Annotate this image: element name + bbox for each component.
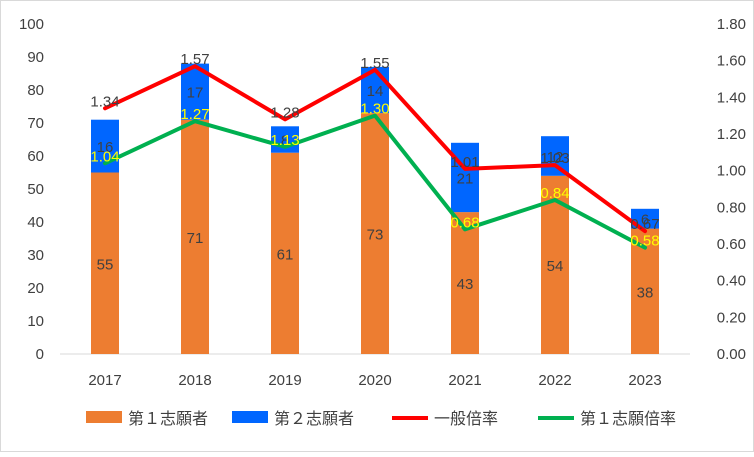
x-axis-tick-label: 2019 — [268, 372, 301, 389]
x-axis-tick-label: 2022 — [538, 372, 571, 389]
first-choice-ratio-label: 1.30 — [360, 101, 389, 118]
left-axis-tick-label: 90 — [27, 49, 44, 66]
first-choice-ratio-label: 1.04 — [90, 148, 119, 165]
bar-first-choice — [451, 212, 479, 354]
left-axis-tick-label: 10 — [27, 313, 44, 330]
right-axis-tick-label: 0.00 — [717, 346, 746, 363]
left-axis-tick-label: 50 — [27, 181, 44, 198]
right-axis-tick-label: 1.00 — [717, 163, 746, 180]
bar-first-choice — [361, 113, 389, 354]
left-axis-tick-label: 80 — [27, 82, 44, 99]
bar-first-choice-label: 54 — [547, 258, 564, 275]
general-ratio-label: 1.28 — [270, 104, 299, 121]
left-axis-tick-label: 40 — [27, 214, 44, 231]
bar-second-choice-label: 17 — [187, 85, 204, 102]
line-general-ratio — [103, 64, 647, 234]
right-axis-tick-label: 1.80 — [717, 16, 746, 33]
legend-second-choice-swatch — [232, 411, 268, 423]
bar-first-choice — [91, 172, 119, 354]
bar-first-choice-label: 73 — [367, 227, 384, 244]
legend-first-choice-swatch — [86, 411, 122, 423]
right-axis-tick-label: 1.20 — [717, 126, 746, 143]
legend-second-choice-label: 第２志願者 — [274, 410, 354, 428]
first-choice-ratio-label: 1.27 — [180, 106, 209, 123]
x-axis-tick-label: 2020 — [358, 372, 391, 389]
legend-general-ratio-label: 一般倍率 — [434, 410, 498, 428]
bar-first-choice — [271, 152, 299, 354]
general-ratio-label: 1.34 — [90, 93, 119, 110]
bar-first-choice-label: 43 — [457, 276, 474, 293]
x-axis-tick-label: 2018 — [178, 372, 211, 389]
x-axis-tick-label: 2023 — [628, 372, 661, 389]
right-axis-tick-label: 1.40 — [717, 89, 746, 106]
legend-first-choice-ratio-label: 第１志願倍率 — [580, 410, 676, 428]
first-choice-ratio-label: 0.58 — [630, 233, 659, 250]
bar-second-choice — [451, 142, 479, 213]
first-choice-ratio-label: 0.84 — [540, 185, 569, 202]
bar-first-choice-label: 71 — [187, 230, 204, 247]
bar-second-choice-label: 16 — [97, 139, 114, 156]
line-first-choice-ratio — [103, 113, 647, 250]
left-axis-tick-label: 20 — [27, 280, 44, 297]
general-ratio-label: 0.67 — [630, 216, 659, 233]
general-ratio-label: 1.03 — [540, 150, 569, 167]
bar-second-choice-label: 14 — [367, 83, 384, 100]
first-choice-ratio-label: 0.68 — [450, 214, 479, 231]
general-ratio-label: 1.57 — [180, 51, 209, 68]
general-ratio-label: 1.55 — [360, 55, 389, 72]
right-axis-tick-label: 0.80 — [717, 199, 746, 216]
legend-first-choice-label: 第１志願者 — [128, 410, 208, 428]
bar-second-choice-label: 6 — [641, 212, 649, 229]
right-axis-tick-label: 0.20 — [717, 309, 746, 326]
general-ratio-label: 1.01 — [450, 154, 479, 171]
first-choice-ratio-label: 1.13 — [270, 132, 299, 149]
bar-second-choice — [541, 136, 569, 176]
right-axis-tick-label: 1.60 — [717, 53, 746, 70]
right-axis-tick-label: 0.60 — [717, 236, 746, 253]
bar-first-choice-label: 61 — [277, 246, 294, 263]
bar-second-choice-label: 21 — [457, 170, 474, 187]
x-axis-tick-label: 2021 — [448, 372, 481, 389]
bar-first-choice-label: 38 — [637, 284, 654, 301]
left-axis-tick-label: 30 — [27, 247, 44, 264]
x-axis-tick-label: 2017 — [88, 372, 121, 389]
left-axis-tick-label: 0 — [36, 346, 44, 363]
bar-second-choice-label: 8 — [281, 133, 289, 150]
left-axis-tick-label: 60 — [27, 148, 44, 165]
right-axis-tick-label: 0.40 — [717, 273, 746, 290]
left-axis-tick-label: 70 — [27, 115, 44, 132]
bar-first-choice-label: 55 — [97, 256, 114, 273]
left-axis-tick-label: 100 — [19, 16, 44, 33]
bar-first-choice — [181, 119, 209, 354]
bar-second-choice-label: 12 — [547, 149, 564, 166]
